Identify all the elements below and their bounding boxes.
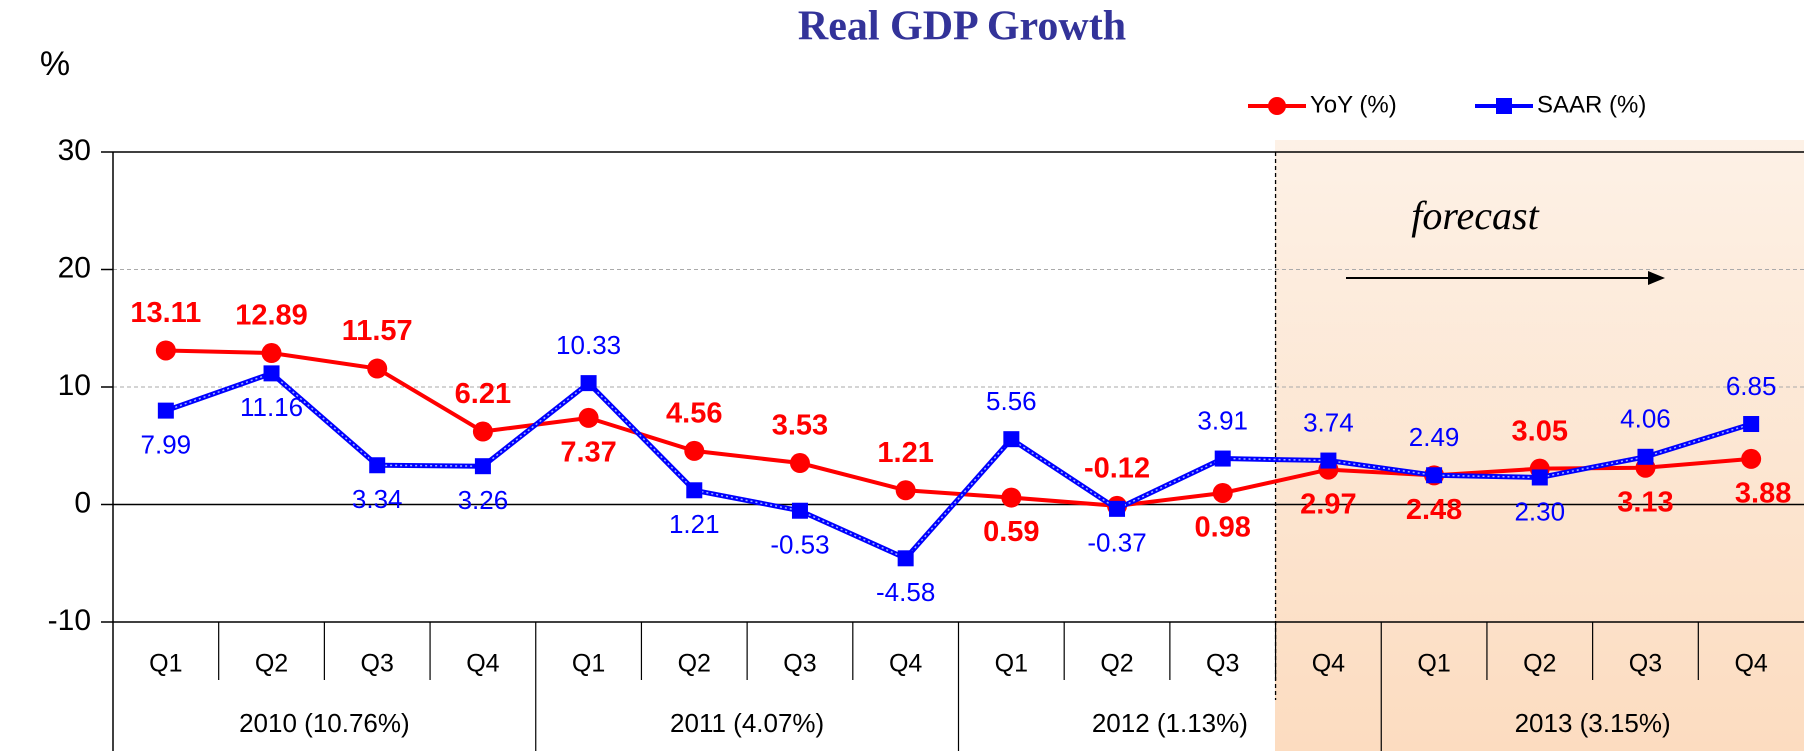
point [155,340,176,361]
data-label: 6.21 [455,378,511,410]
point [474,458,491,475]
data-label: 3.26 [458,485,509,515]
point [1212,482,1233,503]
x-tick-label: Q3 [1206,650,1239,678]
x-tick-label: Q1 [572,650,605,678]
data-label: 7.37 [560,437,616,469]
series-line-pattern [165,372,1752,560]
point [1003,431,1020,448]
x-tick-label: Q4 [1312,650,1345,678]
x-tick-label: Q1 [1417,650,1450,678]
data-label: 3.91 [1197,405,1248,435]
y-axis-label: % [40,45,70,83]
group-label: 2011 (4.07%) [670,708,824,738]
y-tick-label: 30 [58,134,91,167]
forecast-arrowhead [1648,271,1665,285]
data-label: -0.53 [770,530,829,560]
forecast-label: forecast [1411,193,1539,238]
data-label: 10.33 [556,330,621,360]
data-label: 0.59 [983,516,1039,548]
data-label: 1.21 [669,509,720,539]
point [1743,416,1760,433]
data-label: 7.99 [141,429,192,459]
legend-marker [1268,97,1286,115]
data-label: 1.21 [877,437,933,469]
point [895,480,916,501]
point [1741,448,1762,469]
x-tick-label: Q1 [995,650,1028,678]
x-tick-label: Q1 [149,650,182,678]
x-tick-label: Q4 [889,650,922,678]
x-tick-label: Q2 [678,650,711,678]
data-label: 3.53 [772,410,828,442]
data-label: -4.58 [876,577,935,607]
point [684,440,705,461]
data-label: 2.48 [1406,494,1462,526]
point [261,343,282,364]
point [1426,467,1443,484]
data-label: 3.34 [352,484,403,514]
data-label: 4.56 [666,398,722,430]
y-tick-label: -10 [48,604,91,637]
point [1109,500,1126,517]
x-tick-label: Q2 [1523,650,1556,678]
data-label: 2.30 [1514,496,1565,526]
data-label: 4.06 [1620,404,1671,434]
x-tick-label: Q2 [1100,650,1133,678]
data-label: 2.97 [1300,488,1356,520]
data-label: 2.49 [1409,422,1460,452]
point [1637,448,1654,465]
data-label: 11.57 [342,315,413,347]
legend-marker [1496,98,1512,114]
point [789,453,810,474]
point [1214,450,1231,467]
point [369,457,386,474]
point [580,375,597,392]
point [791,502,808,519]
data-label: 5.56 [986,386,1037,416]
x-tick-label: Q2 [255,650,288,678]
data-label: 3.13 [1617,486,1673,518]
y-tick-label: 0 [74,486,91,519]
group-label: 2010 (10.76%) [239,708,410,738]
data-label: -0.12 [1084,453,1150,485]
legend-label: SAAR (%) [1537,91,1646,118]
data-label: 13.11 [130,297,201,329]
data-label: 0.98 [1194,512,1250,544]
group-label: 2012 (1.13%) [1092,708,1248,738]
point [1531,469,1548,486]
data-label: 6.85 [1726,371,1777,401]
data-label: 11.16 [240,392,303,422]
point [472,421,493,442]
forecast-region [1275,140,1804,751]
data-label: 3.74 [1303,407,1354,437]
point [578,407,599,428]
series-line [165,348,1752,508]
legend-label: YoY (%) [1310,91,1397,118]
point [1320,452,1337,469]
point [897,550,914,567]
group-label: 2013 (3.15%) [1515,708,1671,738]
x-tick-label: Q3 [783,650,816,678]
point [686,482,703,499]
x-tick-label: Q3 [1629,650,1662,678]
data-label: -0.37 [1087,528,1146,558]
x-tick-label: Q4 [1734,650,1767,678]
point [367,358,388,379]
data-label: 12.89 [235,300,308,332]
chart-title: Real GDP Growth [798,4,1126,50]
y-tick-label: 20 [58,251,91,284]
data-label: 3.88 [1735,478,1791,510]
point [157,402,174,419]
data-label: 3.05 [1512,415,1568,447]
x-tick-label: Q3 [361,650,394,678]
x-tick-label: Q4 [466,650,499,678]
point [1001,487,1022,508]
point [263,365,280,382]
y-tick-label: 10 [58,369,91,402]
